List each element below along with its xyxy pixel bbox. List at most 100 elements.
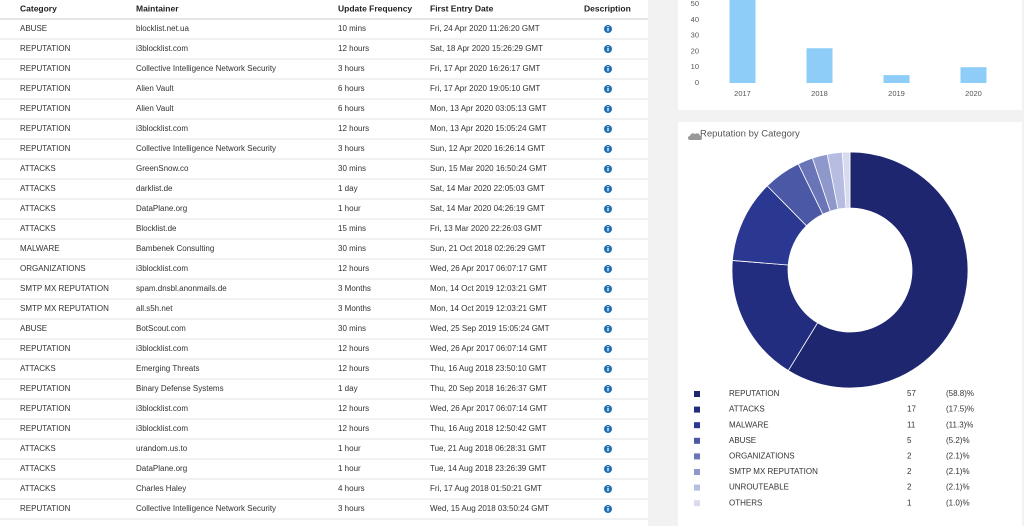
table-cell: Collective Intelligence Network Security (136, 144, 276, 153)
column-header: First Entry Date (430, 3, 494, 13)
table-cell: REPUTATION (20, 84, 71, 93)
table-cell: REPUTATION (20, 144, 71, 153)
info-icon[interactable] (604, 245, 612, 253)
table-cell: blocklist.net.ua (136, 24, 189, 33)
info-icon-glyph (607, 328, 609, 332)
info-icon[interactable] (604, 125, 612, 133)
table-cell: SMTP MX REPUTATION (20, 304, 109, 313)
table-cell: 12 hours (338, 404, 369, 413)
table-panel (0, 0, 648, 526)
table-cell: REPUTATION (20, 424, 71, 433)
info-icon-dot (607, 266, 609, 268)
x-tick-label: 2019 (888, 89, 905, 98)
bar (806, 48, 833, 83)
table-cell: REPUTATION (20, 44, 71, 53)
table-cell: Fri, 13 Mar 2020 22:26:03 GMT (430, 224, 542, 233)
table-cell: ATTACKS (20, 184, 56, 193)
legend-value: 1 (907, 498, 912, 507)
info-icon-glyph (607, 148, 609, 152)
legend-value: 17 (907, 405, 916, 414)
table-cell: Wed, 25 Sep 2019 15:05:24 GMT (430, 324, 550, 333)
table-cell: Sun, 12 Apr 2020 16:26:14 GMT (430, 144, 545, 153)
table-cell: ATTACKS (20, 444, 56, 453)
table-cell: 30 mins (338, 164, 366, 173)
info-icon[interactable] (604, 25, 612, 33)
info-icon-glyph (607, 268, 609, 272)
legend-percent: (2.1)% (946, 452, 970, 461)
table-cell: ATTACKS (20, 224, 56, 233)
info-icon-glyph (607, 388, 609, 392)
info-icon[interactable] (604, 85, 612, 93)
table-cell: 1 day (338, 384, 358, 393)
table-cell: 12 hours (338, 364, 369, 373)
table-cell: 1 hour (338, 204, 361, 213)
legend-swatch (694, 391, 700, 397)
info-icon[interactable] (604, 65, 612, 73)
info-icon[interactable] (604, 345, 612, 353)
info-icon-glyph (607, 448, 609, 452)
table-cell: REPUTATION (20, 124, 71, 133)
table-cell: ATTACKS (20, 464, 56, 473)
info-icon[interactable] (604, 365, 612, 373)
info-icon[interactable] (604, 105, 612, 113)
info-icon[interactable] (604, 285, 612, 293)
legend-swatch (694, 500, 700, 507)
info-icon[interactable] (604, 305, 612, 313)
table-cell: i3blocklist.com (136, 344, 188, 353)
info-icon-dot (607, 306, 609, 308)
table-cell: Mon, 13 Apr 2020 15:05:24 GMT (430, 124, 547, 133)
info-icon[interactable] (604, 405, 612, 413)
table-cell: Wed, 26 Apr 2017 06:07:14 GMT (430, 344, 547, 353)
info-icon[interactable] (604, 45, 612, 53)
table-cell: i3blocklist.com (136, 264, 188, 273)
table-cell: ATTACKS (20, 364, 56, 373)
info-icon[interactable] (604, 205, 612, 213)
legend-label: ORGANIZATIONS (729, 452, 795, 461)
table-cell: Mon, 14 Oct 2019 12:03:21 GMT (430, 304, 547, 313)
info-icon[interactable] (604, 165, 612, 173)
info-icon[interactable] (604, 325, 612, 333)
info-icon[interactable] (604, 485, 612, 493)
info-icon-dot (607, 506, 609, 508)
table-cell: Fri, 17 Aug 2018 01:50:21 GMT (430, 484, 542, 493)
info-icon[interactable] (604, 385, 612, 393)
info-icon-glyph (607, 108, 609, 112)
info-icon-glyph (607, 28, 609, 32)
table-cell: Thu, 16 Aug 2018 12:50:42 GMT (430, 424, 547, 433)
info-icon[interactable] (604, 265, 612, 273)
info-icon-glyph (607, 228, 609, 232)
info-icon[interactable] (604, 225, 612, 233)
table-cell: Mon, 14 Oct 2019 12:03:21 GMT (430, 284, 547, 293)
table-cell: i3blocklist.com (136, 124, 188, 133)
legend-percent: (17.5)% (946, 405, 974, 414)
info-icon-glyph (607, 468, 609, 472)
info-icon-glyph (607, 488, 609, 492)
info-icon-glyph (607, 128, 609, 132)
info-icon[interactable] (604, 185, 612, 193)
table-cell: Sun, 21 Oct 2018 02:26:29 GMT (430, 244, 546, 253)
legend-percent: (11.3)% (946, 420, 973, 429)
table-cell: 12 hours (338, 424, 369, 433)
table-cell: 3 Months (338, 284, 371, 293)
legend-label: ATTACKS (729, 405, 765, 414)
info-icon[interactable] (604, 145, 612, 153)
info-icon-dot (607, 406, 609, 408)
legend-label: MALWARE (729, 420, 769, 429)
table-cell: 30 mins (338, 324, 366, 333)
table-cell: ABUSE (20, 324, 47, 333)
table-cell: 3 Months (338, 304, 371, 313)
info-icon[interactable] (604, 465, 612, 473)
info-icon-dot (607, 126, 609, 128)
x-tick-label: 2018 (811, 89, 828, 98)
info-icon[interactable] (604, 445, 612, 453)
info-icon[interactable] (604, 505, 612, 513)
info-icon-glyph (607, 368, 609, 372)
info-icon[interactable] (604, 425, 612, 433)
table-cell: MALWARE (20, 244, 60, 253)
table-cell: ATTACKS (20, 164, 56, 173)
table-cell: Wed, 26 Apr 2017 06:07:14 GMT (430, 404, 547, 413)
x-tick-label: 2017 (734, 89, 751, 98)
table-cell: Binary Defense Systems (136, 384, 224, 393)
table-cell: 1 hour (338, 444, 361, 453)
table-cell: DataPlane.org (136, 464, 187, 473)
